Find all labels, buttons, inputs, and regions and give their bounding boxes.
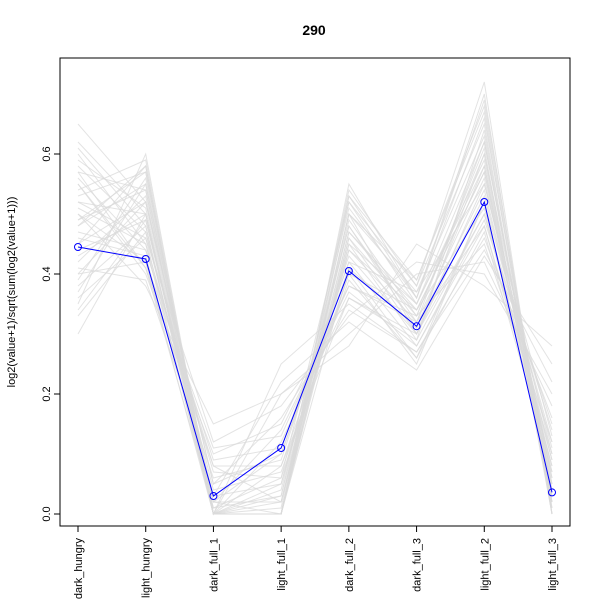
- background-series-line-26: [77, 81, 553, 515]
- y-tick-label-1: 0.0: [41, 506, 53, 521]
- x-tick-label-4: light_full_1: [276, 538, 288, 591]
- x-axis: dark_hungry light_hungry dark_full_1 light_…: [73, 526, 559, 599]
- y-axis: 0.0 0.2 0.4 0.6: [41, 146, 60, 522]
- highlight-point-5: [344, 267, 353, 275]
- chart-title: 290: [302, 22, 326, 38]
- y-tick-label-2: 0.2: [41, 386, 53, 401]
- background-series-line-28: [77, 152, 553, 515]
- highlight-point-1: [74, 243, 82, 251]
- y-axis-label: log2(value+1)/sqrt(sum(log2(value+1))): [6, 197, 18, 388]
- x-tick-label-2: light_hungry: [141, 538, 153, 598]
- x-tick-label-5: dark_full_2: [344, 538, 356, 592]
- background-series-line-40: [77, 183, 553, 467]
- y-tick-label-4: 0.6: [41, 146, 53, 161]
- y-tick-label-3: 0.4: [41, 266, 53, 281]
- highlight-point-4: [277, 444, 286, 452]
- background-series-line-37: [77, 170, 553, 515]
- x-tick-label-7: light_full_2: [479, 538, 491, 591]
- background-series-line-22: [77, 116, 553, 515]
- x-tick-label-6: dark_full_3: [412, 538, 424, 592]
- x-tick-label-8: light_full_3: [547, 538, 559, 591]
- plot-frame: [59, 57, 571, 527]
- background-series-line-38: [77, 200, 553, 503]
- highlight-point-6: [412, 322, 421, 331]
- background-series-line-31: [77, 213, 553, 425]
- x-tick-label-1: dark_hungry: [73, 538, 85, 600]
- background-series-line-39: [77, 99, 553, 515]
- highlight-series-group: [74, 198, 556, 500]
- x-tick-label-3: dark_full_1: [208, 538, 220, 592]
- highlight-point-8: [548, 488, 556, 497]
- highlight-point-3: [209, 492, 218, 500]
- highlight-series-line: [77, 200, 553, 497]
- background-series-line-35: [77, 110, 553, 515]
- highlight-point-7: [480, 198, 489, 206]
- background-series-line-33: [77, 140, 553, 509]
- highlight-point-2: [141, 255, 150, 263]
- background-series-line-27: [77, 230, 553, 498]
- background-series-line-21: [77, 194, 553, 479]
- background-series-line-32: [77, 129, 553, 515]
- background-series-group: [77, 81, 553, 516]
